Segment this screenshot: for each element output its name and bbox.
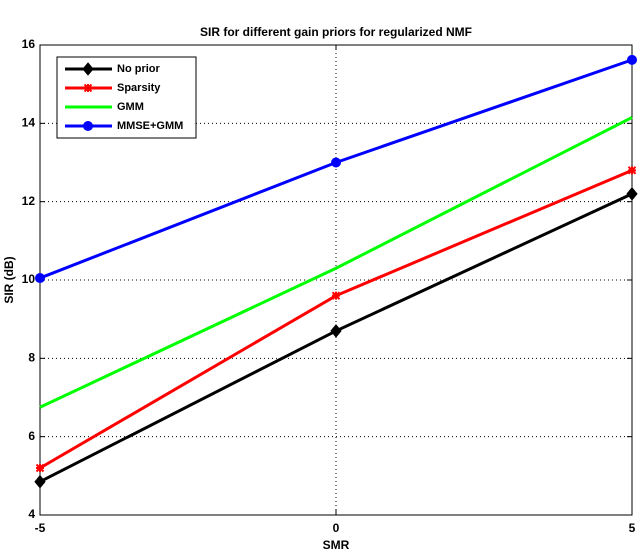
legend-label: GMM xyxy=(117,101,144,113)
y-tick-label: 8 xyxy=(28,351,35,365)
y-axis-label: SIR (dB) xyxy=(2,256,16,303)
legend-label: No prior xyxy=(117,63,160,75)
y-tick-label: 10 xyxy=(22,272,36,286)
x-tick-label: 0 xyxy=(333,521,340,535)
marker xyxy=(331,291,341,300)
marker xyxy=(331,157,341,168)
marker xyxy=(626,187,638,201)
y-tick-label: 12 xyxy=(22,194,36,208)
series-line xyxy=(39,116,633,409)
x-tick-label: -5 xyxy=(35,521,46,535)
x-axis-label: SMR xyxy=(323,538,350,552)
marker xyxy=(82,62,94,76)
series-line xyxy=(39,168,633,470)
marker xyxy=(330,324,342,338)
marker xyxy=(35,273,45,284)
y-tick-label: 6 xyxy=(28,429,35,443)
x-tick-label: 5 xyxy=(629,521,636,535)
y-tick-label: 16 xyxy=(22,37,36,51)
marker xyxy=(627,166,637,175)
y-tick-label: 4 xyxy=(28,507,35,521)
legend-label: Sparsity xyxy=(117,82,161,94)
marker xyxy=(35,463,45,473)
marker xyxy=(627,54,637,65)
marker xyxy=(83,83,93,93)
marker xyxy=(83,121,93,131)
legend-label: MMSE+GMM xyxy=(117,120,183,132)
y-tick-label: 14 xyxy=(22,116,36,130)
chart-title: SIR for different gain priors for regula… xyxy=(200,25,472,39)
marker xyxy=(34,474,46,489)
